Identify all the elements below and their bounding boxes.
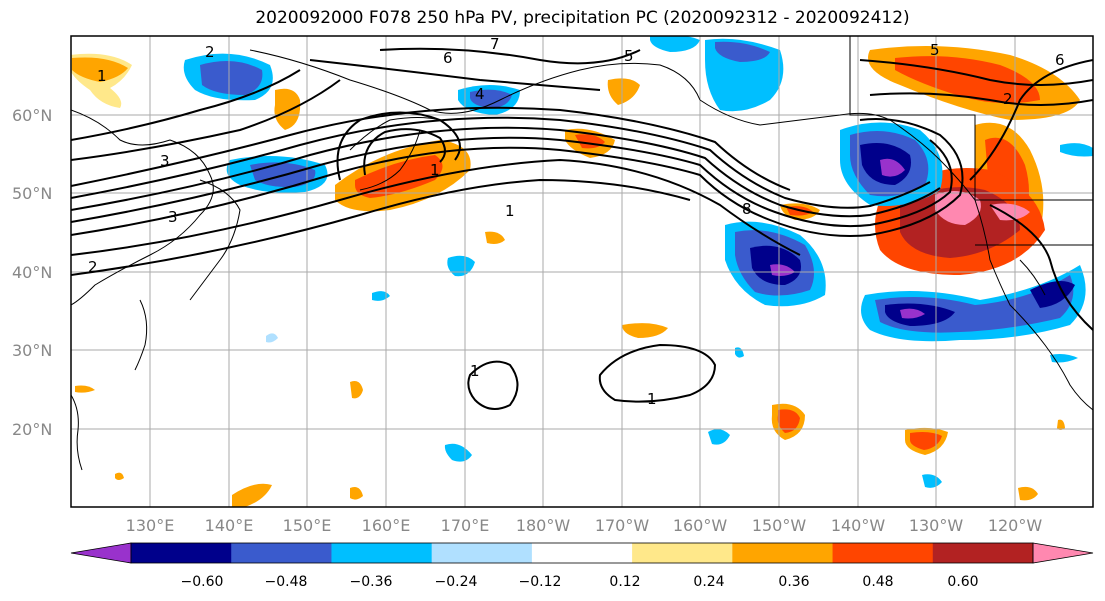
lat-label: 50°N [12, 184, 52, 203]
contour-label: 1 [647, 390, 657, 408]
map-content: 1 2 3 4 5 6 7 8 1 1 5 2 6 1 1 2 3 [71, 35, 1093, 507]
colorbar-segment [131, 543, 232, 563]
colorbar-tick-label: 0.60 [947, 574, 978, 590]
coastlines [71, 36, 1093, 471]
latitude-labels: 60°N 50°N 40°N 30°N 20°N [12, 106, 52, 439]
lon-label: 150°E [283, 516, 332, 535]
colorbar-tick-label: −0.60 [181, 574, 224, 590]
colorbar-segment [231, 543, 332, 563]
lon-label: 130°E [126, 516, 175, 535]
lon-label: 140°W [831, 516, 886, 535]
lon-label: 140°E [205, 516, 254, 535]
colorbar-segment [632, 543, 733, 563]
colorbar-segment [531, 543, 633, 563]
lat-label: 20°N [12, 420, 52, 439]
contour-label: 5 [624, 47, 634, 65]
colorbar-tick-label: −0.36 [350, 574, 393, 590]
colorbar-tick-label: −0.24 [435, 574, 478, 590]
contour-label: 6 [1055, 51, 1065, 69]
lat-label: 30°N [12, 341, 52, 360]
colorbar-outline [130, 542, 1034, 564]
lon-label: 160°E [362, 516, 411, 535]
contour-label: 7 [490, 35, 500, 53]
contour-label: 3 [160, 152, 170, 170]
map-frame [70, 35, 1094, 508]
contour-labels: 1 2 3 4 5 6 7 8 1 1 5 2 6 1 1 2 3 [88, 35, 1065, 408]
lon-label: 130°W [909, 516, 964, 535]
colorbar-tick-label: 0.36 [778, 574, 809, 590]
colorbar-segment [431, 543, 533, 563]
lon-label: 180°W [516, 516, 571, 535]
colorbar-segment [732, 543, 834, 563]
map-title: 2020092000 F078 250 hPa PV, precipitatio… [255, 8, 910, 28]
contour-label: 4 [475, 85, 485, 103]
pv-contours [71, 47, 1093, 410]
colorbar-tick-label: 0.24 [693, 574, 724, 590]
lat-label: 60°N [12, 106, 52, 125]
lon-label: 120°W [988, 516, 1043, 535]
colorbar-tick-label: −0.48 [265, 574, 308, 590]
contour-label: 3 [168, 208, 178, 226]
contour-label: 1 [97, 67, 107, 85]
colorbar-tick-label: 0.48 [862, 574, 893, 590]
colorbar-extend-high [1032, 542, 1094, 564]
lon-label: 170°W [595, 516, 650, 535]
colorbar [70, 542, 1094, 564]
contour-label: 1 [505, 202, 515, 220]
lon-label: 150°W [752, 516, 807, 535]
contour-label: 2 [1003, 90, 1013, 108]
lat-label: 40°N [12, 263, 52, 282]
lon-label: 170°E [441, 516, 490, 535]
colorbar-segment [932, 543, 1034, 563]
contour-label: 1 [470, 362, 480, 380]
colorbar-tick-label: 0.12 [609, 574, 640, 590]
contour-label: 2 [88, 258, 98, 276]
gridlines [71, 36, 1093, 507]
contour-label: 6 [443, 49, 453, 67]
colorbar-extend-low [70, 542, 132, 564]
contour-label: 1 [430, 161, 440, 179]
colorbar-segment [832, 543, 934, 563]
contour-label: 8 [742, 200, 752, 218]
colorbar-segment [331, 543, 433, 563]
colorbar-labels: −0.60 −0.48 −0.36 −0.24 −0.12 0.12 0.24 … [181, 574, 979, 590]
longitude-labels: 130°E 140°E 150°E 160°E 170°E 180°W 170°… [126, 516, 1043, 535]
contour-label: 5 [930, 41, 940, 59]
colorbar-tick-label: −0.12 [519, 574, 562, 590]
lon-label: 160°W [673, 516, 728, 535]
contour-label: 2 [205, 43, 215, 61]
